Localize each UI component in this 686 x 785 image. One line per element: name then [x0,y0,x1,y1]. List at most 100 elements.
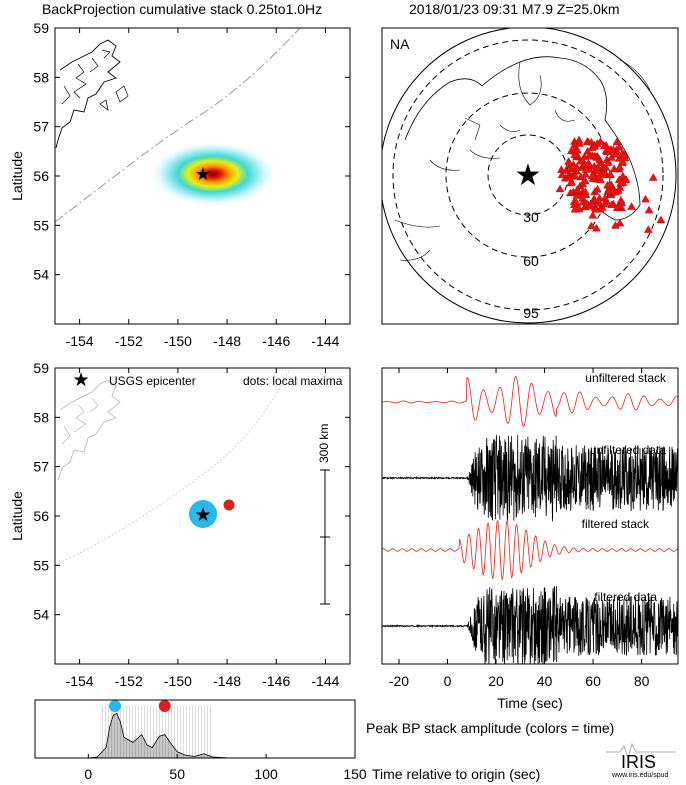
station-triangle-icon [590,196,600,204]
station-triangle-icon [584,159,593,167]
trace-frame [381,367,679,665]
station-map-frame [381,27,679,325]
x-tick-label: -154 [66,673,94,689]
coastline [404,56,641,221]
x-tick-label: -152 [115,673,143,689]
y-tick-label: 54 [33,267,49,283]
trace-unfiltered-stack [382,375,678,427]
station-triangle-icon [615,218,625,227]
x-tick-label: -144 [311,333,339,349]
amplitude-area [35,712,355,758]
station-triangle-icon [593,184,602,193]
station-triangle-icon [611,221,620,229]
y-tick-label: 58 [33,69,49,85]
station-triangle-icon [578,193,587,202]
y-tick-label: 54 [33,607,49,623]
station-triangle-icon [656,215,666,224]
station-triangle-icon [561,166,571,174]
station-triangle-icon [603,186,613,195]
x-tick-label: 80 [634,673,650,689]
station-triangle-icon [612,137,622,146]
station-triangle-icon [648,173,658,181]
station-triangle-icon [594,172,604,181]
station-triangle-icon [588,210,598,219]
station-triangle-icon [574,135,584,144]
station-triangle-icon [598,203,607,211]
y-tick-label: 59 [33,20,49,36]
station-triangle-icon [567,171,577,180]
logo-url: www.iris.edu/spud [611,772,669,779]
map-top-ylabel: Latitude [9,151,25,201]
trace-filtered-data [382,586,678,664]
epicenter-star-icon: ★ [515,159,542,192]
station-triangle-icon [615,162,625,171]
station-triangle-icon [599,162,608,171]
station-triangle-icon [586,200,596,208]
x-tick-label: 20 [488,673,504,689]
station-triangle-icon [644,225,653,233]
station-triangle-icon [587,221,596,230]
station-triangle-icon [573,145,582,154]
y-tick-label: 59 [33,360,49,376]
coastline [55,39,121,149]
x-tick-label: -152 [115,333,143,349]
ring-label-30: 30 [523,209,539,225]
station-triangle-icon [570,204,580,213]
amplitude-marker-cyan [109,700,121,712]
y-tick-label: 55 [33,557,49,573]
epicenter-star-icon: ★ [195,164,211,184]
trace-label-unfiltered-data: unfiltered data [590,443,666,457]
station-triangle-icon [612,149,622,158]
station-triangle-icon [572,185,582,193]
station-triangle-icon [604,158,613,166]
x-tick-label: 40 [537,673,553,689]
ring-label-95: 95 [523,305,539,321]
trace-label-filtered-data: filtered data [594,590,657,604]
trace-label-filtered-stack: filtered stack [582,517,650,531]
x-tick-label: 50 [169,766,185,782]
station-triangle-icon [566,178,576,187]
x-tick-label: 100 [254,766,278,782]
station-triangle-icon [605,180,614,188]
station-triangle-icon [581,165,591,173]
station-triangle-icon [615,142,624,151]
station-triangle-icon [617,198,626,207]
maxima-dot-red [223,499,235,511]
station-triangle-icon [575,156,585,165]
coastline [57,379,121,481]
x-tick-label: 60 [585,673,601,689]
trace-xlabel: Time (sec) [497,695,563,711]
station-triangle-icon [589,141,599,150]
station-triangle-icon [641,194,650,203]
station-triangle-icon [620,150,629,159]
station-triangle-icon [572,162,582,171]
x-tick-label: -20 [389,673,409,689]
scale-bar [320,469,330,605]
x-tick-label: 0 [84,766,92,782]
ring-label-60: 60 [523,253,539,269]
map-bottom-ylabel: Latitude [9,491,25,541]
x-tick-label: -148 [213,673,241,689]
amplitude-title: Peak BP stack amplitude (colors = time) [366,720,614,736]
legend-epicenter: USGS epicenter [109,374,196,388]
scale-label: 300 km [317,424,331,463]
y-tick-label: 58 [33,409,49,425]
logo-text: IRIS [621,752,656,772]
x-tick-label: -148 [213,333,241,349]
station-triangle-icon [584,151,594,160]
amplitude-panel: 0 50 100 150 Peak BP stack amplitude (color… [34,699,614,782]
trace-unfiltered-data [382,434,678,522]
station-triangle-icon [564,157,573,165]
amplitude-xlabel: Time relative to origin (sec) [372,766,540,782]
station-triangle-icon [580,176,590,185]
station-triangle-icon [603,145,613,154]
station-triangle-icon [581,187,590,195]
station-triangle-icon [570,150,580,158]
station-map: ★ NA 30 60 95 [381,27,679,325]
x-tick-label: -146 [262,673,290,689]
x-tick-label: -154 [66,333,94,349]
amplitude-frame [34,699,356,759]
station-triangle-icon [572,198,581,207]
